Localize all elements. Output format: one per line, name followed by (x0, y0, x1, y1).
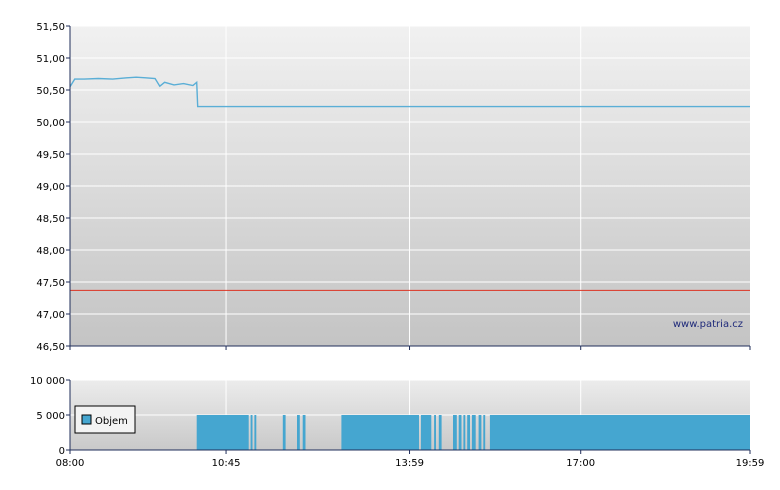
volume-bar (196, 415, 249, 450)
volume-y-tick-label: 0 (59, 446, 65, 457)
volume-bar (467, 415, 470, 450)
volume-bar (483, 415, 486, 450)
price-x-tick-marks (69, 346, 751, 350)
volume-bar (489, 415, 750, 450)
volume-y-axis: 0 5 000 10 000 (30, 376, 70, 457)
time-x-axis: 08:00 10:45 13:59 17:00 19:59 (56, 450, 765, 469)
price-y-tick-label: 51,50 (36, 22, 65, 33)
price-y-tick-label: 50,00 (36, 118, 65, 129)
price-y-tick-label: 46,50 (36, 342, 65, 353)
x-tick-label: 10:45 (212, 458, 241, 469)
volume-bar (254, 415, 257, 450)
volume-bar (458, 415, 462, 450)
volume-bar (297, 415, 300, 450)
legend-swatch (81, 414, 92, 425)
volume-bar (438, 415, 442, 450)
volume-bar (250, 415, 253, 450)
volume-y-tick-label: 5 000 (36, 411, 65, 422)
volume-legend: Objem (74, 405, 136, 434)
volume-panel: 0 5 000 10 000 08:00 10:45 13:59 17:00 19:59 O… (30, 376, 764, 469)
price-y-axis: 46,50 47,00 47,50 48,00 48,50 49,00 49,50 50,00… (36, 22, 70, 353)
price-y-tick-label: 50,50 (36, 86, 65, 97)
x-tick-label: 19:59 (736, 458, 765, 469)
price-y-tick-label: 48,00 (36, 246, 65, 257)
volume-bars (196, 415, 750, 450)
price-y-tick-label: 51,00 (36, 54, 65, 65)
x-tick-label: 08:00 (56, 458, 85, 469)
price-y-tick-label: 47,00 (36, 310, 65, 321)
volume-y-tick-label: 10 000 (30, 376, 65, 387)
price-panel: 46,50 47,00 47,50 48,00 48,50 49,00 49,50 50,00… (36, 22, 751, 353)
volume-bar (478, 415, 482, 450)
price-y-tick-label: 49,50 (36, 150, 65, 161)
volume-bar (453, 415, 457, 450)
credit-label: www.patria.cz (673, 319, 743, 330)
price-series-line (69, 76, 750, 108)
volume-bar (420, 415, 432, 450)
volume-bar (302, 415, 306, 450)
price-grid (70, 25, 750, 346)
x-tick-label: 17:00 (566, 458, 595, 469)
volume-bar (434, 415, 436, 450)
price-y-tick-label: 47,50 (36, 278, 65, 289)
volume-bar (282, 415, 286, 450)
volume-bar (341, 415, 419, 450)
x-tick-label: 13:59 (395, 458, 424, 469)
volume-bar (463, 415, 466, 450)
price-y-tick-label: 49,00 (36, 182, 65, 193)
price-y-tick-label: 48,50 (36, 214, 65, 225)
legend-label: Objem (95, 416, 128, 427)
volume-bar (471, 415, 476, 450)
